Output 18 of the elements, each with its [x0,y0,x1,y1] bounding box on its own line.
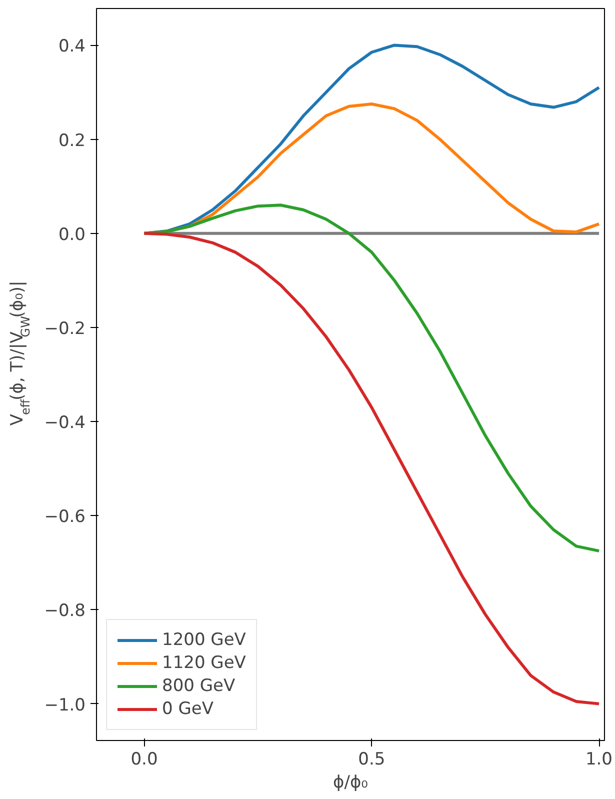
legend-label: 800 GeV [162,676,236,696]
y-tick-label: −0.2 [44,318,86,339]
y-tick-label: −0.6 [44,507,86,528]
y-tick-label: 0.0 [58,224,86,245]
y-axis-title: Veff(ϕ, T)/|VGW(ϕ₀)| [8,280,32,426]
x-tick-label: 0.0 [130,750,158,770]
x-tick-label: 1.0 [585,750,613,770]
y-tick-label: −0.4 [44,413,86,434]
y-tick-label: 0.2 [58,130,86,151]
y-tick-label: −0.8 [44,601,86,622]
x-tick-label: 0.5 [358,750,386,770]
legend-label: 0 GeV [162,699,214,719]
y-tick-label: 0.4 [58,36,86,57]
legend-label: 1200 GeV [162,630,246,650]
line-series [142,204,601,552]
legend-label: 1120 GeV [162,653,246,673]
y-tick-label: −1.0 [44,695,86,716]
x-axis-title: ϕ/ϕ₀ [333,772,368,792]
